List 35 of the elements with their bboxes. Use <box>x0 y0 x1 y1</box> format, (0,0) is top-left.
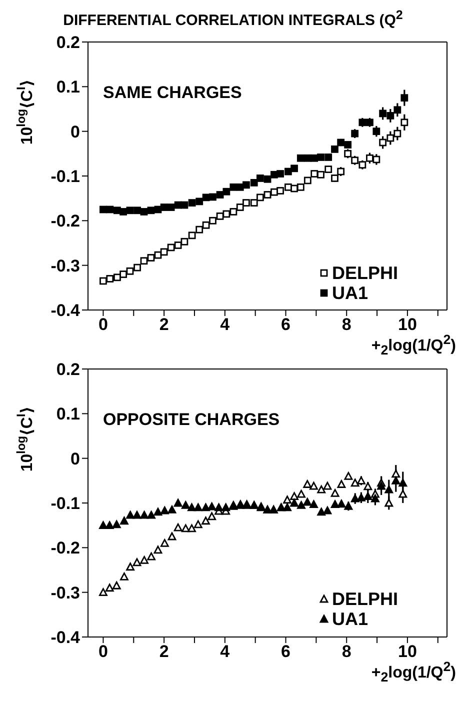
y-tick-label: 0 <box>70 122 80 142</box>
x-axis-title: +$_{2}$log(1/Q$^{2}$) <box>371 658 456 684</box>
x-tick-label: 2 <box>159 642 169 661</box>
chart-title: DIFFERENTIAL CORRELATION INTEGRALS (Q$^{2}$ <box>62 8 404 29</box>
x-tick-label: 2 <box>159 315 169 334</box>
annotation: SAME CHARGES <box>103 83 242 103</box>
legend-label: UA1 <box>332 282 368 303</box>
annotation: OPPOSITE CHARGES <box>103 410 280 430</box>
legend-label: UA1 <box>332 609 368 630</box>
y-tick-label: 0.2 <box>56 360 80 379</box>
x-tick-label: 0 <box>98 315 108 334</box>
legend-label: DELPHI <box>332 589 398 610</box>
x-axis-title: +$_{2}$log(1/Q$^{2}$) <box>371 332 456 358</box>
x-tick-label: 4 <box>220 642 230 661</box>
y-tick-label: -0.2 <box>50 212 80 231</box>
x-tick-label: 8 <box>342 642 352 661</box>
y-tick-label: -0.4 <box>50 301 81 320</box>
x-tick-label: 4 <box>220 315 230 334</box>
y-tick-label: 0.1 <box>56 78 80 97</box>
y-tick-label: -0.2 <box>50 538 80 558</box>
legend-label: DELPHI <box>332 262 398 283</box>
y-tick-label: 0 <box>70 448 80 468</box>
y-tick-label: -0.4 <box>50 628 81 647</box>
y-tick-label: -0.3 <box>50 582 80 602</box>
y-tick-label: -0.3 <box>50 256 80 276</box>
y-tick-label: -0.1 <box>50 167 80 186</box>
x-tick-label: 6 <box>281 315 290 334</box>
y-tick-label: 0.2 <box>56 33 80 52</box>
y-tick-label: 0.1 <box>56 404 80 424</box>
y-tick-label: -0.1 <box>50 494 80 513</box>
x-tick-label: 6 <box>281 642 290 661</box>
x-tick-label: 8 <box>342 315 352 334</box>
x-tick-label: 0 <box>98 642 108 661</box>
x-tick-label: 10 <box>398 315 417 334</box>
x-tick-label: 10 <box>398 642 417 661</box>
